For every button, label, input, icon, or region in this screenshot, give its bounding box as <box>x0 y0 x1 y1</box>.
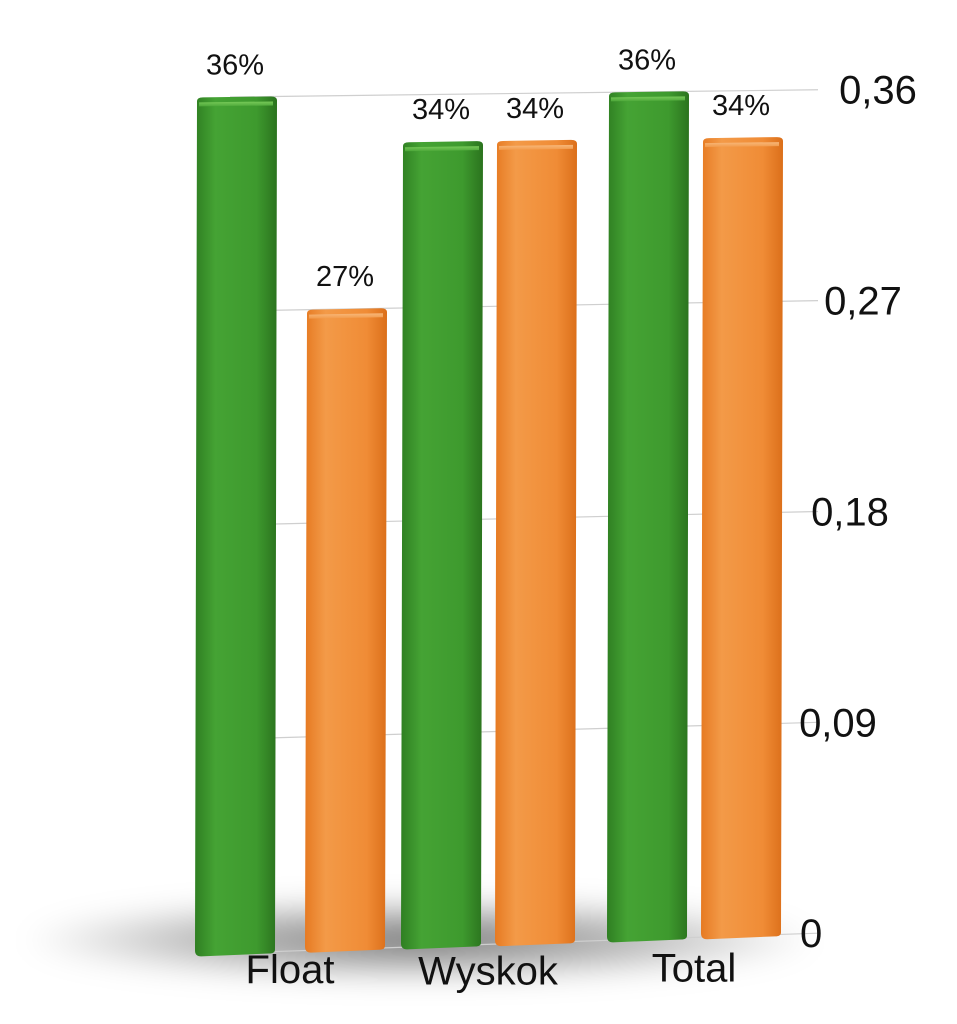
bar-top-total-series-1 <box>611 96 685 102</box>
data-label-wyskok-series-1: 34% <box>412 94 470 126</box>
y-axis: 0,36 0,27 0,18 0,09 0 <box>799 69 917 956</box>
data-label-total-series-1: 36% <box>618 44 676 76</box>
y-tick-label: 0,27 <box>824 280 902 324</box>
y-tick-label: 0,09 <box>799 701 877 745</box>
bar-top-float-series-2 <box>309 313 383 319</box>
bar-top-float-series-1 <box>199 101 273 107</box>
bar-total-series-1 <box>607 91 689 943</box>
bar-total-series-2 <box>701 137 783 940</box>
bar-float-series-1 <box>195 96 277 957</box>
data-label-float-series-2: 27% <box>316 261 374 293</box>
x-tick-label-float: Float <box>246 948 335 992</box>
bar-float-series-2 <box>305 308 387 953</box>
data-label-wyskok-series-2: 34% <box>506 93 564 125</box>
bar-wyskok-series-2 <box>495 139 577 947</box>
bar-top-wyskok-series-2 <box>499 144 573 150</box>
bar-wyskok-series-1 <box>401 141 483 950</box>
bar-top-wyskok-series-1 <box>405 146 479 152</box>
data-labels: 36% 27% 34% 34% 36% 34% <box>206 44 770 293</box>
y-tick-label: 0 <box>800 912 822 956</box>
x-tick-label-total: Total <box>652 946 737 990</box>
bars <box>195 91 783 957</box>
gridline <box>229 89 819 98</box>
data-label-total-series-2: 34% <box>712 90 770 122</box>
y-tick-label: 0,18 <box>811 490 889 534</box>
x-tick-label-wyskok: Wyskok <box>418 949 559 993</box>
data-label-float-series-1: 36% <box>206 49 264 81</box>
y-tick-label: 0,36 <box>839 69 917 113</box>
bar-top-total-series-2 <box>705 142 779 148</box>
x-axis: Float Wyskok Total <box>246 946 737 993</box>
